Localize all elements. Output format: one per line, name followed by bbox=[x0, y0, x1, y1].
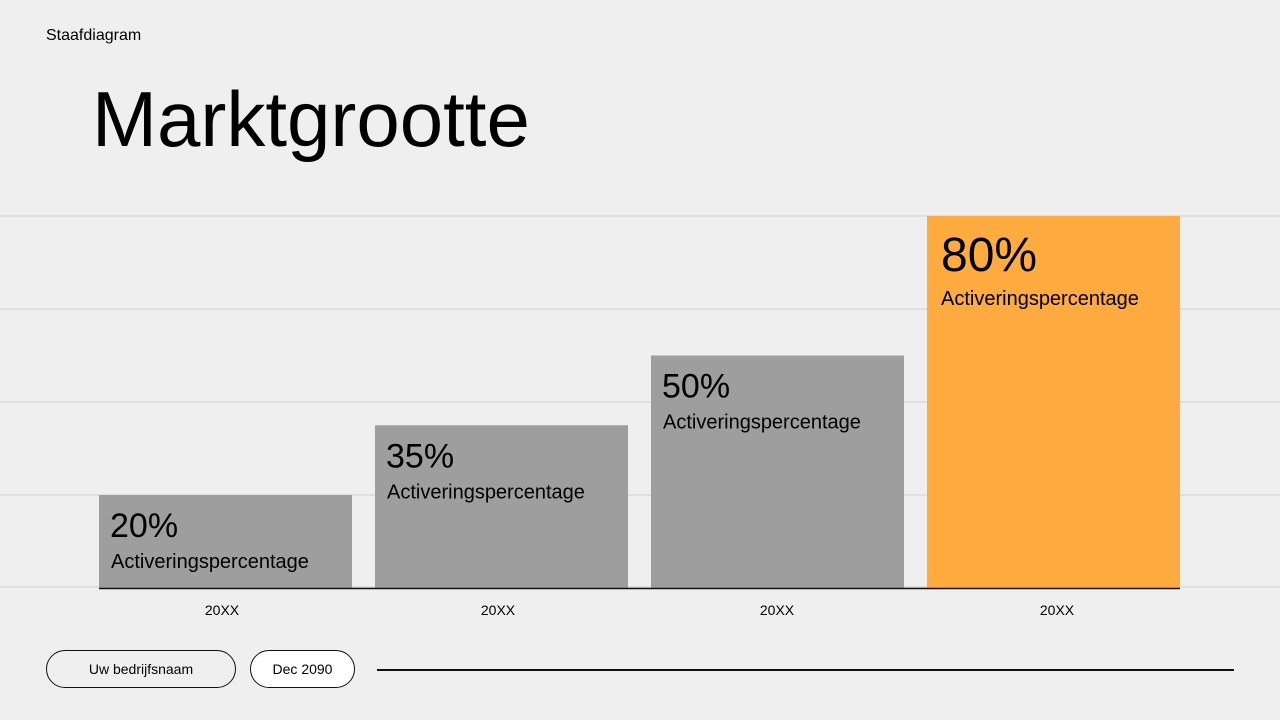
bar bbox=[651, 355, 904, 588]
x-tick-label: 20XX bbox=[205, 602, 240, 618]
bar bbox=[927, 216, 1180, 588]
x-tick-label: 20XX bbox=[760, 602, 795, 618]
data-label: 35% bbox=[386, 437, 454, 475]
bar bbox=[99, 495, 352, 588]
bar bbox=[375, 425, 628, 588]
bar-caption: Activeringspercentage bbox=[941, 288, 1139, 310]
bar-caption: Activeringspercentage bbox=[111, 551, 309, 573]
bar-caption: Activeringspercentage bbox=[387, 481, 585, 503]
data-label: 80% bbox=[941, 229, 1037, 282]
x-tick-label: 20XX bbox=[481, 602, 516, 618]
data-label: 50% bbox=[662, 368, 730, 406]
data-label: 20% bbox=[110, 507, 178, 545]
page-title: Marktgrootte bbox=[92, 75, 530, 163]
date-pill: Dec 2090 bbox=[250, 650, 355, 688]
section-label: Staafdiagram bbox=[46, 27, 142, 44]
bar-caption: Activeringspercentage bbox=[663, 412, 861, 434]
x-tick-label: 20XX bbox=[1040, 602, 1075, 618]
footer-divider bbox=[377, 669, 1234, 671]
company-name-pill: Uw bedrijfsnaam bbox=[46, 650, 236, 688]
